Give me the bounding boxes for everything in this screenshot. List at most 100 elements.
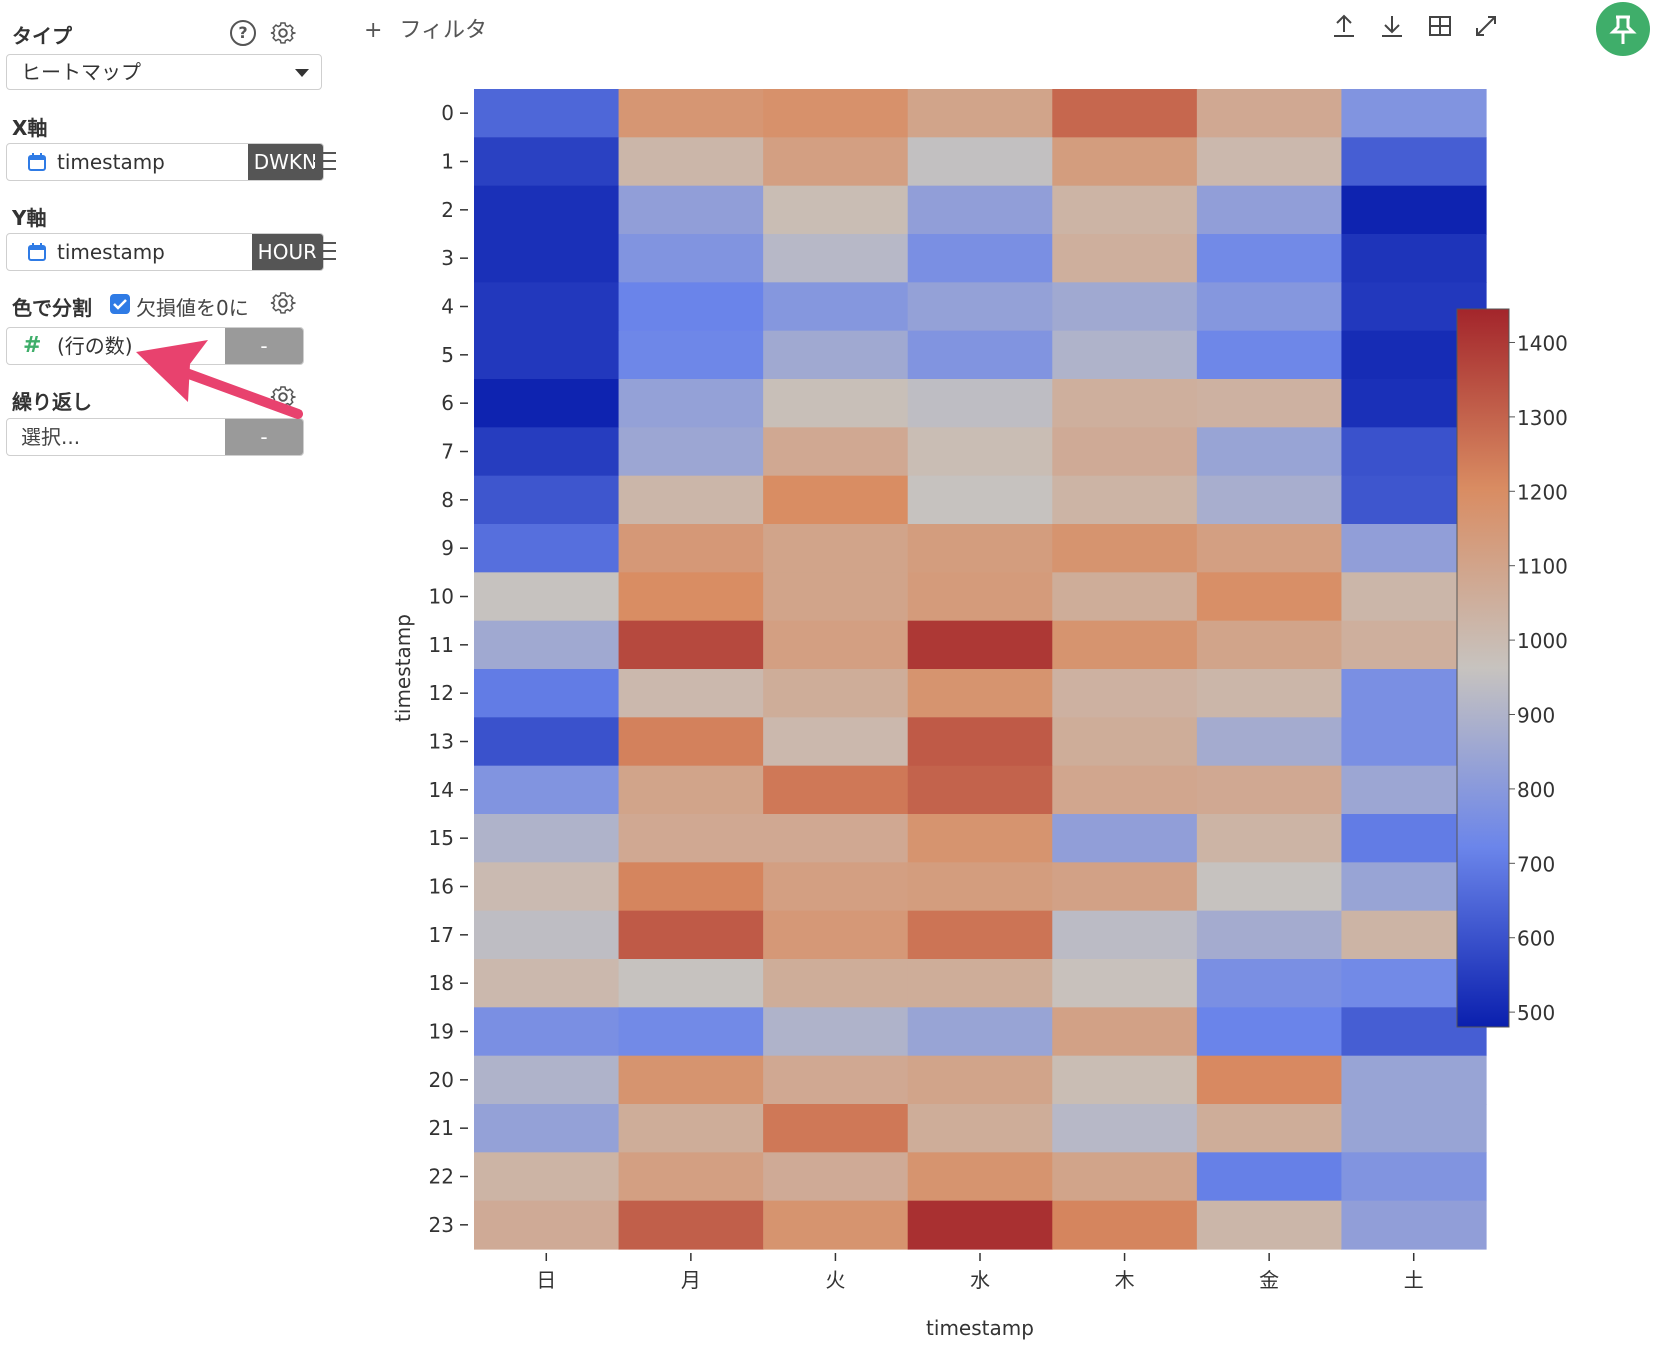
heatmap-cell[interactable] [1196, 1200, 1343, 1250]
heatmap-cell[interactable] [474, 814, 620, 863]
heatmap-cell[interactable] [474, 282, 620, 332]
heatmap-cell[interactable] [1052, 475, 1198, 525]
heatmap-cell[interactable] [907, 282, 1053, 332]
download-icon[interactable] [1378, 12, 1406, 40]
heatmap-cell[interactable] [907, 1104, 1053, 1153]
heatmap-cell[interactable] [907, 89, 1053, 138]
heatmap-cell[interactable] [763, 282, 909, 332]
heatmap-cell[interactable] [1196, 379, 1343, 428]
heatmap-cell[interactable] [1341, 185, 1487, 235]
heatmap-cell[interactable] [474, 1152, 620, 1202]
heatmap-cell[interactable] [474, 234, 620, 283]
heatmap-cell[interactable] [1052, 910, 1198, 960]
heatmap-cell[interactable] [763, 330, 909, 380]
heatmap-cell[interactable] [763, 959, 909, 1008]
heatmap-cell[interactable] [907, 330, 1053, 380]
type-gear-icon[interactable] [270, 20, 296, 46]
help-icon[interactable]: ? [230, 20, 256, 46]
heatmap-cell[interactable] [1052, 379, 1198, 428]
heatmap-cell[interactable] [618, 1104, 764, 1153]
heatmap-cell[interactable] [474, 1104, 620, 1153]
heatmap-cell[interactable] [1196, 620, 1343, 670]
heatmap-cell[interactable] [763, 1152, 909, 1202]
heatmap-cell[interactable] [763, 669, 909, 718]
heatmap-cell[interactable] [1196, 475, 1343, 525]
heatmap-cell[interactable] [763, 572, 909, 622]
heatmap-cell[interactable] [1052, 524, 1198, 573]
heatmap-cell[interactable] [907, 234, 1053, 283]
heatmap-cell[interactable] [907, 959, 1053, 1008]
heatmap-cell[interactable] [907, 717, 1053, 767]
heatmap-cell[interactable] [763, 1007, 909, 1057]
heatmap-cell[interactable] [474, 572, 620, 622]
heatmap-cell[interactable] [907, 765, 1053, 815]
heatmap-cell[interactable] [618, 89, 764, 138]
heatmap-cell[interactable] [763, 910, 909, 960]
heatmap-cell[interactable] [763, 379, 909, 428]
heatmap-cell[interactable] [763, 427, 909, 477]
heatmap-cell[interactable] [907, 1055, 1053, 1105]
heatmap-cell[interactable] [618, 814, 764, 863]
pin-button[interactable] [1596, 2, 1650, 56]
heatmap-cell[interactable] [474, 475, 620, 525]
heatmap-cell[interactable] [1341, 1104, 1487, 1153]
heatmap-cell[interactable] [474, 959, 620, 1008]
heatmap-cell[interactable] [618, 620, 764, 670]
heatmap-cell[interactable] [1196, 89, 1343, 138]
heatmap-cell[interactable] [618, 572, 764, 622]
heatmap-cell[interactable] [474, 765, 620, 815]
heatmap-cell[interactable] [1196, 717, 1343, 767]
x-axis-aggregation-tag[interactable]: DWKN [247, 144, 323, 180]
heatmap-cell[interactable] [618, 1007, 764, 1057]
heatmap-cell[interactable] [1052, 89, 1198, 138]
heatmap-cell[interactable] [1341, 89, 1487, 138]
y-axis-menu-icon[interactable] [314, 242, 336, 260]
heatmap-cell[interactable] [763, 862, 909, 912]
heatmap-cell[interactable] [1196, 1152, 1343, 1202]
heatmap-cell[interactable] [1052, 620, 1198, 670]
heatmap-cell[interactable] [618, 234, 764, 283]
heatmap-cell[interactable] [763, 1200, 909, 1250]
heatmap-cell[interactable] [1196, 814, 1343, 863]
heatmap-cell[interactable] [907, 910, 1053, 960]
heatmap-cell[interactable] [474, 427, 620, 477]
heatmap-cell[interactable] [474, 1200, 620, 1250]
expand-icon[interactable] [1472, 12, 1500, 40]
heatmap-cell[interactable] [618, 1055, 764, 1105]
heatmap-cell[interactable] [1052, 765, 1198, 815]
heatmap-cell[interactable] [1196, 234, 1343, 283]
x-axis-menu-icon[interactable] [314, 152, 336, 170]
heatmap-cell[interactable] [474, 330, 620, 380]
heatmap-cell[interactable] [1196, 765, 1343, 815]
heatmap-cell[interactable] [907, 185, 1053, 235]
heatmap-cell[interactable] [907, 620, 1053, 670]
missing-zero-checkbox[interactable] [110, 294, 130, 314]
heatmap-cell[interactable] [474, 669, 620, 718]
heatmap-cell[interactable] [1052, 1055, 1198, 1105]
heatmap-cell[interactable] [763, 814, 909, 863]
heatmap-cell[interactable] [907, 1152, 1053, 1202]
heatmap-cell[interactable] [474, 910, 620, 960]
heatmap-cell[interactable] [1052, 137, 1198, 187]
heatmap-cell[interactable] [1052, 234, 1198, 283]
heatmap-cell[interactable] [1052, 1152, 1198, 1202]
heatmap-cell[interactable] [1052, 1007, 1198, 1057]
heatmap-cell[interactable] [618, 379, 764, 428]
color-gear-icon[interactable] [270, 290, 296, 316]
add-filter-button[interactable]: + フィルタ [364, 12, 487, 44]
chart-type-select[interactable]: ヒートマップ [6, 54, 322, 90]
heatmap-cell[interactable] [1052, 572, 1198, 622]
repeat-field-tag[interactable]: - [225, 419, 303, 455]
heatmap-cell[interactable] [618, 765, 764, 815]
heatmap-cell[interactable] [618, 185, 764, 235]
heatmap-cell[interactable] [474, 862, 620, 912]
heatmap-cell[interactable] [1196, 330, 1343, 380]
heatmap-cell[interactable] [763, 89, 909, 138]
heatmap-cell[interactable] [618, 427, 764, 477]
heatmap-cell[interactable] [763, 717, 909, 767]
table-view-icon[interactable] [1426, 12, 1454, 40]
heatmap-cell[interactable] [1196, 524, 1343, 573]
heatmap-cell[interactable] [1196, 1104, 1343, 1153]
heatmap-cell[interactable] [1052, 862, 1198, 912]
heatmap-cell[interactable] [618, 1200, 764, 1250]
